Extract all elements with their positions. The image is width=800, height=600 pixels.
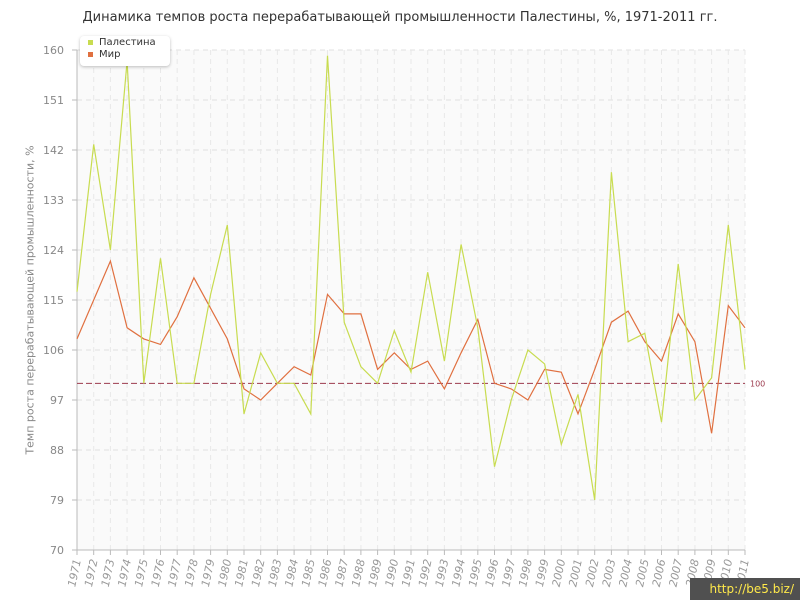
x-tick-label: 1972 xyxy=(82,558,101,588)
x-tick-label: 2005 xyxy=(633,558,652,588)
x-tick-label: 1973 xyxy=(99,558,118,588)
x-tick-label: 2006 xyxy=(650,558,669,588)
x-tick-label: 1999 xyxy=(533,558,552,588)
x-tick-label: 1989 xyxy=(366,558,385,588)
x-tick-label: 1977 xyxy=(166,558,185,588)
watermark-link[interactable]: http://be5.biz/ xyxy=(690,578,800,600)
x-tick-label: 1991 xyxy=(399,558,418,588)
y-tick-label: 142 xyxy=(43,144,64,157)
series-group xyxy=(76,55,746,501)
x-tick-label: 1984 xyxy=(282,558,301,588)
x-tick-label: 2007 xyxy=(667,558,686,588)
x-tick-label: 1976 xyxy=(149,558,168,588)
chart-title: Динамика темпов роста перерабатывающей п… xyxy=(82,10,718,25)
x-tick-label: 1993 xyxy=(433,558,452,588)
x-tick-label: 2004 xyxy=(616,558,635,588)
series-line-palestine xyxy=(76,55,746,501)
x-tick-label: 1988 xyxy=(349,558,368,588)
x-tick-label: 1998 xyxy=(516,558,535,588)
x-tick-label: 1981 xyxy=(232,558,251,588)
x-tick-label: 1992 xyxy=(416,558,435,588)
x-tick-label: 1974 xyxy=(115,558,134,588)
x-tick-label: 2003 xyxy=(600,558,619,588)
y-tick-label: 79 xyxy=(50,494,64,507)
legend-item-palestine: Палестина xyxy=(88,37,156,48)
x-tick-label: 2002 xyxy=(583,558,602,588)
x-tick-label: 1971 xyxy=(65,558,84,588)
x-tick-label: 1975 xyxy=(132,558,151,588)
reference-line-label: 100 xyxy=(750,379,765,388)
x-tick-label: 1997 xyxy=(500,558,519,588)
x-tick-label: 1990 xyxy=(383,558,402,588)
legend-label-world: Мир xyxy=(99,49,121,60)
y-tick-label: 70 xyxy=(50,544,64,557)
y-tick-label: 160 xyxy=(43,44,64,57)
y-tick-label: 115 xyxy=(43,294,64,307)
x-tick-label: 1983 xyxy=(266,558,285,588)
y-tick-label: 124 xyxy=(43,244,64,257)
y-tick-label: 88 xyxy=(50,444,64,457)
y-tick-label: 97 xyxy=(50,394,64,407)
x-tick-label: 1985 xyxy=(299,558,318,588)
x-tick-label: 1987 xyxy=(333,558,352,588)
legend-label-palestine: Палестина xyxy=(99,37,156,48)
x-tick-label: 1995 xyxy=(466,558,485,588)
x-tick-label: 1994 xyxy=(449,558,468,588)
x-tick-label: 1982 xyxy=(249,558,268,588)
x-tick-label: 1979 xyxy=(199,558,218,588)
axes xyxy=(72,49,746,555)
x-tick-label: 1996 xyxy=(483,558,502,588)
legend-swatch-world xyxy=(88,51,93,57)
x-tick-label: 1978 xyxy=(182,558,201,588)
x-tick-label: 1986 xyxy=(316,558,335,588)
y-tick-label: 133 xyxy=(43,194,64,207)
x-tick-label: 1980 xyxy=(216,558,235,588)
legend-swatch-palestine xyxy=(88,39,93,45)
legend-item-world: Мир xyxy=(88,49,120,60)
legend: Палестина Мир xyxy=(80,36,170,66)
grid xyxy=(77,49,746,550)
y-tick-label: 106 xyxy=(43,344,64,357)
y-tick-label: 151 xyxy=(43,94,64,107)
x-tick-label: 2001 xyxy=(566,558,585,588)
x-tick-label: 2000 xyxy=(550,558,569,588)
